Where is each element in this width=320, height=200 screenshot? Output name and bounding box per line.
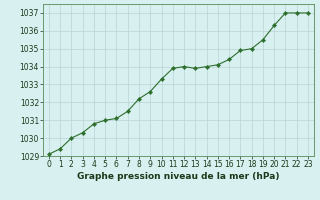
X-axis label: Graphe pression niveau de la mer (hPa): Graphe pression niveau de la mer (hPa) bbox=[77, 172, 280, 181]
